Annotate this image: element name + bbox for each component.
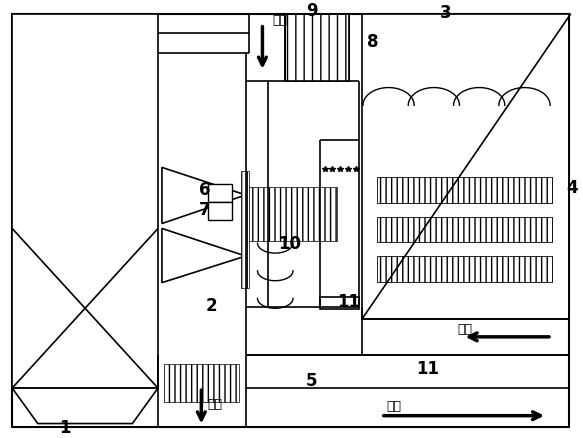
Bar xyxy=(362,14,569,319)
Text: 4: 4 xyxy=(566,179,578,197)
Text: 烟气: 烟气 xyxy=(387,399,402,412)
Bar xyxy=(241,172,248,288)
Text: 10: 10 xyxy=(279,235,301,253)
Bar xyxy=(208,202,232,220)
Bar xyxy=(248,187,338,242)
Polygon shape xyxy=(162,229,245,283)
Text: 烟气: 烟气 xyxy=(207,397,222,410)
Text: 6: 6 xyxy=(199,180,210,198)
Text: 11: 11 xyxy=(416,360,440,378)
Text: 3: 3 xyxy=(440,4,451,21)
Polygon shape xyxy=(162,168,245,224)
Text: 2: 2 xyxy=(205,297,217,314)
Text: 烟气: 烟气 xyxy=(272,14,287,27)
Bar xyxy=(377,217,552,243)
Text: 11: 11 xyxy=(338,293,361,311)
Bar xyxy=(164,364,239,402)
Text: 烟气: 烟气 xyxy=(458,323,473,336)
Text: 5: 5 xyxy=(306,371,318,389)
Text: 7: 7 xyxy=(198,200,210,218)
Text: 1: 1 xyxy=(59,419,71,437)
Bar xyxy=(377,257,552,282)
Bar xyxy=(208,185,232,202)
Polygon shape xyxy=(12,388,158,424)
Bar xyxy=(285,14,349,81)
Text: 9: 9 xyxy=(306,2,318,20)
Text: 8: 8 xyxy=(367,33,378,51)
Bar xyxy=(12,14,158,388)
Bar xyxy=(377,178,552,203)
Bar xyxy=(319,298,359,310)
